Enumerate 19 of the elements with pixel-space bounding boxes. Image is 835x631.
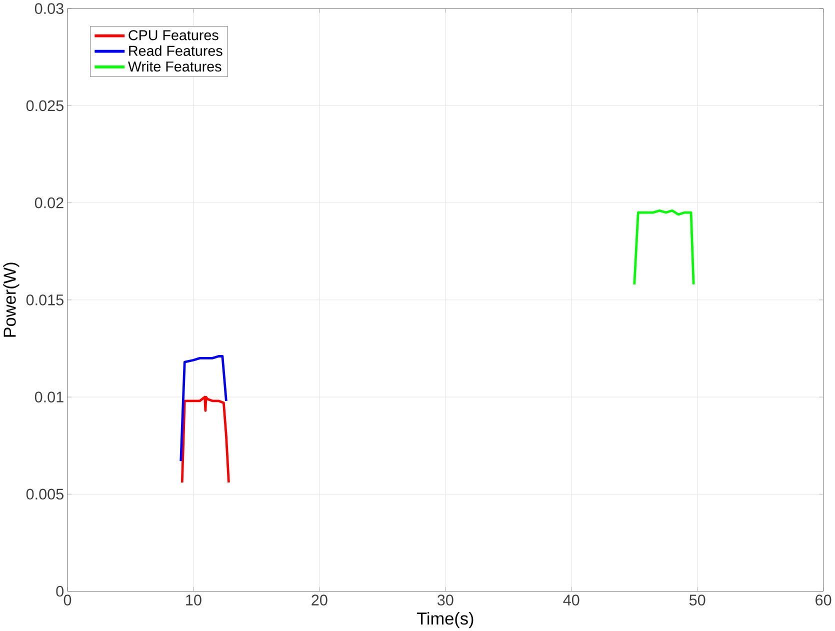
x-tick-label: 50 — [689, 594, 706, 606]
x-tick-label: 60 — [816, 594, 832, 606]
y-axis-title: Power(W) — [3, 262, 20, 337]
y-tick-label: 0.02 — [34, 197, 64, 208]
x-tick-label: 40 — [563, 594, 580, 606]
y-tick-label: 0 — [56, 586, 64, 597]
legend-label: Write Features — [128, 60, 222, 72]
y-tick-label: 0.005 — [26, 488, 64, 500]
legend-label: Read Features — [129, 45, 222, 56]
y-tick-label: 0.01 — [34, 391, 64, 402]
legend-label: CPU Features — [128, 30, 218, 40]
y-tick-label: 0.015 — [26, 294, 64, 306]
y-tick-label: 0.025 — [26, 100, 64, 112]
x-tick-label: 0 — [64, 594, 72, 606]
x-tick-label: 30 — [437, 594, 454, 606]
x-tick-label: 20 — [312, 594, 328, 606]
x-tick-label: 10 — [186, 594, 202, 606]
x-axis-title: Time(s) — [416, 612, 474, 628]
y-tick-label: 0.03 — [34, 3, 64, 14]
